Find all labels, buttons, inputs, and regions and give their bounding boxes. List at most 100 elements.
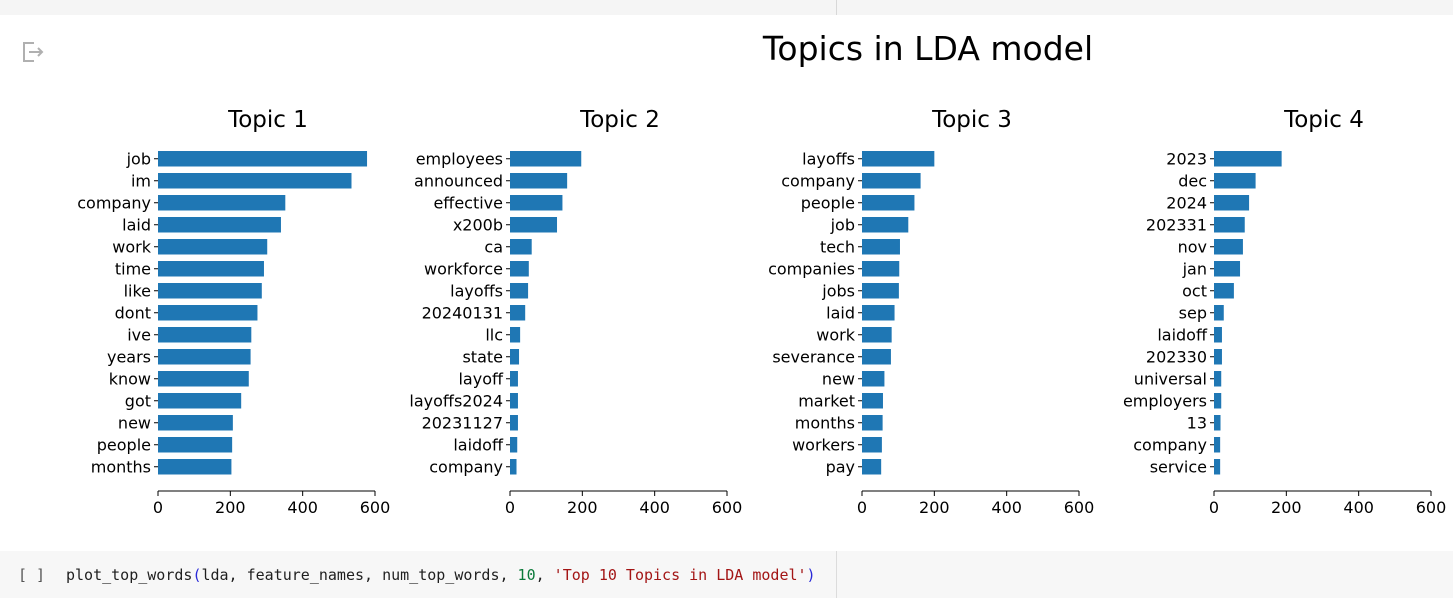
y-tick-label: layoffs: [802, 149, 855, 168]
bar: [158, 349, 251, 365]
y-tick-label: 20240131: [422, 303, 503, 322]
bar: [1214, 283, 1234, 299]
y-tick-label: workers: [792, 435, 855, 454]
bar: [1214, 415, 1221, 431]
y-tick-label: universal: [1134, 369, 1207, 388]
y-tick-label: llc: [485, 325, 503, 344]
x-tick-label: 400: [639, 498, 670, 517]
bar: [158, 459, 232, 475]
y-tick-label: nov: [1178, 237, 1207, 256]
chart-title: Topics in LDA model: [762, 29, 1093, 68]
code-cell[interactable]: [ ] plot_top_words(lda, feature_names, n…: [0, 551, 1453, 598]
x-tick-label: 400: [1343, 498, 1374, 517]
bar: [158, 173, 352, 189]
y-tick-label: market: [798, 391, 855, 410]
subplot-title: Topic 2: [579, 107, 660, 133]
bar: [510, 261, 529, 277]
bar: [1214, 239, 1243, 255]
y-tick-label: dec: [1178, 171, 1207, 190]
bar: [862, 261, 900, 277]
bar: [1214, 349, 1222, 365]
bar: [862, 173, 921, 189]
bar: [510, 415, 518, 431]
y-tick-label: jobs: [821, 281, 855, 300]
code-open-paren: (: [192, 566, 202, 584]
bar: [862, 437, 882, 453]
bar: [158, 327, 252, 343]
y-tick-label: company: [1133, 435, 1207, 454]
bar: [862, 151, 935, 167]
y-tick-label: sep: [1179, 303, 1207, 322]
bar: [862, 349, 891, 365]
y-tick-label: company: [429, 457, 503, 476]
code-close-paren: ): [806, 566, 816, 584]
y-tick-label: service: [1150, 457, 1207, 476]
bar: [158, 437, 233, 453]
x-tick-label: 0: [857, 498, 867, 517]
y-tick-label: companies: [768, 259, 855, 278]
y-tick-label: employees: [416, 149, 503, 168]
bar: [510, 151, 582, 167]
bar: [1214, 195, 1250, 211]
subplot-title: Topic 4: [1283, 107, 1364, 133]
bar: [158, 217, 281, 233]
cell-top-strip: [0, 0, 1453, 15]
y-tick-label: tech: [820, 237, 855, 256]
bar: [862, 459, 882, 475]
bar: [510, 305, 526, 321]
y-tick-label: jan: [1182, 259, 1207, 278]
y-tick-label: know: [109, 369, 151, 388]
y-tick-label: layoff: [458, 369, 504, 388]
bar: [510, 173, 568, 189]
code-string-arg: 'Top 10 Topics in LDA model': [553, 566, 807, 584]
y-tick-label: announced: [414, 171, 503, 190]
y-tick-label: 202331: [1146, 215, 1207, 234]
y-tick-label: laidoff: [1157, 325, 1208, 344]
y-tick-label: 20231127: [422, 413, 503, 432]
subplot-title: Topic 3: [931, 107, 1012, 133]
bar: [510, 393, 518, 409]
y-tick-label: like: [124, 281, 151, 300]
y-tick-label: people: [801, 193, 855, 212]
x-tick-label: 200: [215, 498, 246, 517]
y-tick-label: company: [781, 171, 855, 190]
y-tick-label: people: [97, 435, 151, 454]
y-tick-label: pay: [826, 457, 855, 476]
bar: [158, 393, 242, 409]
x-tick-label: 200: [1271, 498, 1302, 517]
y-tick-label: im: [131, 171, 151, 190]
y-tick-label: years: [107, 347, 151, 366]
bar: [1214, 371, 1222, 387]
bar: [1214, 437, 1221, 453]
cell-output: Topics in LDA model Topic 1 job im company la…: [0, 15, 1453, 551]
bar: [862, 371, 885, 387]
y-tick-label: dont: [115, 303, 151, 322]
y-tick-label: 202330: [1146, 347, 1207, 366]
y-tick-label: layoffs2024: [409, 391, 503, 410]
y-tick-label: got: [125, 391, 151, 410]
code-args: lda, feature_names, num_top_words,: [201, 566, 518, 584]
bar: [1214, 261, 1241, 277]
bar: [1214, 327, 1222, 343]
code-number-arg: 10: [517, 566, 536, 584]
bar: [158, 283, 262, 299]
bar: [862, 283, 899, 299]
y-tick-label: work: [112, 237, 151, 256]
run-cell-button[interactable]: [ ]: [18, 566, 46, 584]
bar: [510, 437, 518, 453]
bar: [862, 305, 895, 321]
x-tick-label: 200: [567, 498, 598, 517]
cell-divider: [836, 0, 837, 15]
y-tick-label: new: [822, 369, 855, 388]
bar: [510, 371, 518, 387]
code-editor-line[interactable]: plot_top_words(lda, feature_names, num_t…: [66, 566, 816, 584]
bar: [1214, 173, 1256, 189]
code-function-name: plot_top_words: [66, 566, 193, 584]
bar: [1214, 393, 1222, 409]
y-tick-label: workforce: [424, 259, 503, 278]
bar: [510, 195, 563, 211]
x-tick-label: 200: [919, 498, 950, 517]
code-separator: ,: [535, 566, 554, 584]
bar: [510, 459, 517, 475]
exit-output-icon[interactable]: [20, 40, 46, 64]
